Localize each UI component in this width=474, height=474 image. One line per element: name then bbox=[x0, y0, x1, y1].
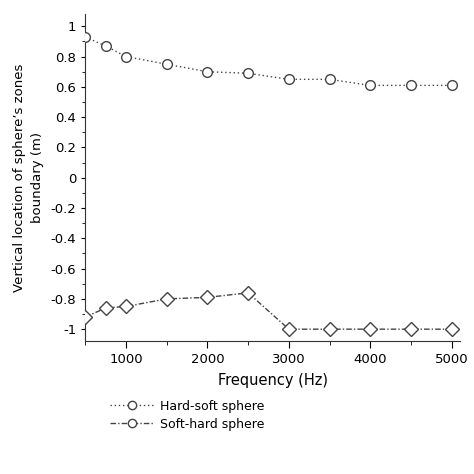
Y-axis label: Vertical location of sphere’s zones
boundary (m): Vertical location of sphere’s zones boun… bbox=[13, 64, 44, 292]
X-axis label: Frequency (Hz): Frequency (Hz) bbox=[218, 373, 328, 388]
Legend: Hard-soft sphere, Soft-hard sphere: Hard-soft sphere, Soft-hard sphere bbox=[110, 400, 264, 431]
